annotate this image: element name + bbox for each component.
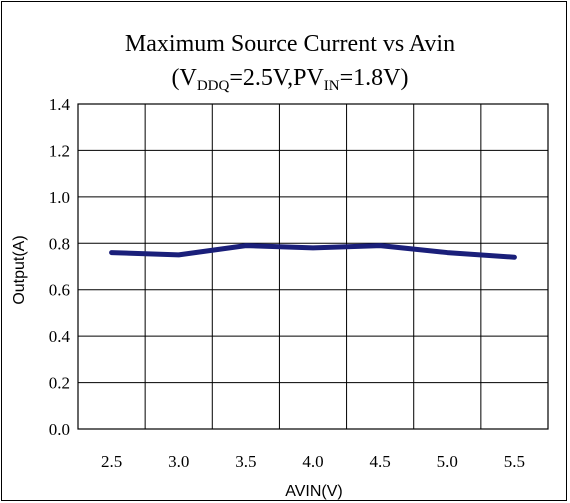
x-tick-label: 2.5 bbox=[101, 452, 122, 471]
y-tick-label: 0.4 bbox=[49, 327, 71, 346]
x-tick-label: 4.0 bbox=[302, 452, 323, 471]
x-tick-labels: 2.5 3.0 3.5 4.0 4.5 5.0 5.5 bbox=[101, 452, 525, 471]
y-tick-label: 0.0 bbox=[49, 420, 70, 439]
y-tick-label: 1.0 bbox=[49, 188, 70, 207]
y-tick-label: 0.2 bbox=[49, 374, 70, 393]
chart-subtitle: (VDDQ=2.5V,PVIN=1.8V) bbox=[172, 65, 409, 94]
y-tick-label: 0.8 bbox=[49, 234, 70, 253]
y-tick-label: 1.2 bbox=[49, 141, 70, 160]
x-tick-label: 4.5 bbox=[370, 452, 391, 471]
series-layer bbox=[109, 243, 517, 260]
x-tick-label: 5.5 bbox=[504, 452, 525, 471]
y-axis-label: Output(A) bbox=[11, 235, 28, 304]
chart-title: Maximum Source Current vs Avin bbox=[125, 31, 455, 57]
x-tick-label: 5.0 bbox=[437, 452, 458, 471]
plot-border bbox=[77, 103, 549, 430]
plot-area bbox=[77, 103, 549, 430]
x-tick-label: 3.0 bbox=[168, 452, 189, 471]
series-line bbox=[109, 243, 517, 260]
grid-lines bbox=[78, 104, 548, 429]
y-tick-label: 1.4 bbox=[49, 95, 71, 114]
x-tick-label: 3.5 bbox=[235, 452, 256, 471]
x-axis-label: AVIN(V) bbox=[285, 483, 342, 500]
y-tick-labels: 0.0 0.2 0.4 0.6 0.8 1.0 1.2 1.4 bbox=[49, 95, 71, 439]
y-tick-label: 0.6 bbox=[49, 281, 70, 300]
